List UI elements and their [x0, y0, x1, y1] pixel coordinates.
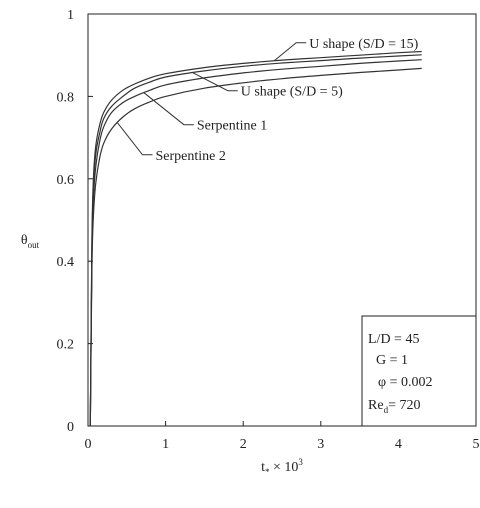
y-axis: 0 0.2 0.4 0.6 0.8 1 — [57, 8, 93, 435]
series-line-3 — [89, 59, 422, 427]
x-tick-label: 1 — [162, 437, 169, 452]
annotation-leader — [117, 122, 153, 156]
series-line-4 — [89, 67, 422, 427]
y-tick-label: 0 — [67, 420, 74, 435]
annotation-leader — [192, 72, 238, 92]
x-tick-label: 5 — [473, 437, 480, 452]
y-tick-label: 0.6 — [57, 173, 75, 188]
inset-line-phi: φ = 0.002 — [378, 375, 432, 390]
annotation-label: Serpentine 1 — [197, 119, 267, 134]
x-axis-label: t* × 103 — [261, 457, 303, 477]
inset-box: L/D = 45 G = 1 φ = 0.002 Red= 720 — [361, 315, 477, 427]
x-tick-label: 2 — [240, 437, 247, 452]
x-tick-label: 4 — [395, 437, 402, 452]
annotation-label: U shape (S/D = 15) — [309, 37, 418, 52]
series-line-2 — [89, 54, 422, 427]
annotation-leader — [273, 42, 307, 62]
inset-line-ld: L/D = 45 — [368, 332, 419, 347]
y-tick-label: 1 — [67, 8, 74, 23]
inset-line-g: G = 1 — [376, 353, 408, 368]
annotation-leader — [143, 92, 194, 126]
y-tick-label: 0.2 — [57, 338, 75, 353]
inset-frame — [361, 315, 477, 427]
y-axis-label: θout — [21, 233, 40, 250]
x-tick-label: 0 — [85, 437, 92, 452]
inset-line-re: Red= 720 — [368, 398, 420, 415]
annotation-label: Serpentine 2 — [155, 149, 225, 164]
y-tick-label: 0.8 — [57, 90, 75, 105]
y-tick-label: 0.4 — [57, 255, 75, 270]
annotations: U shape (S/D = 15) U shape (S/D = 5) Serpe… — [117, 37, 419, 164]
x-tick-label: 3 — [317, 437, 324, 452]
series-lines — [89, 50, 422, 427]
annotation-label: U shape (S/D = 5) — [241, 85, 343, 100]
